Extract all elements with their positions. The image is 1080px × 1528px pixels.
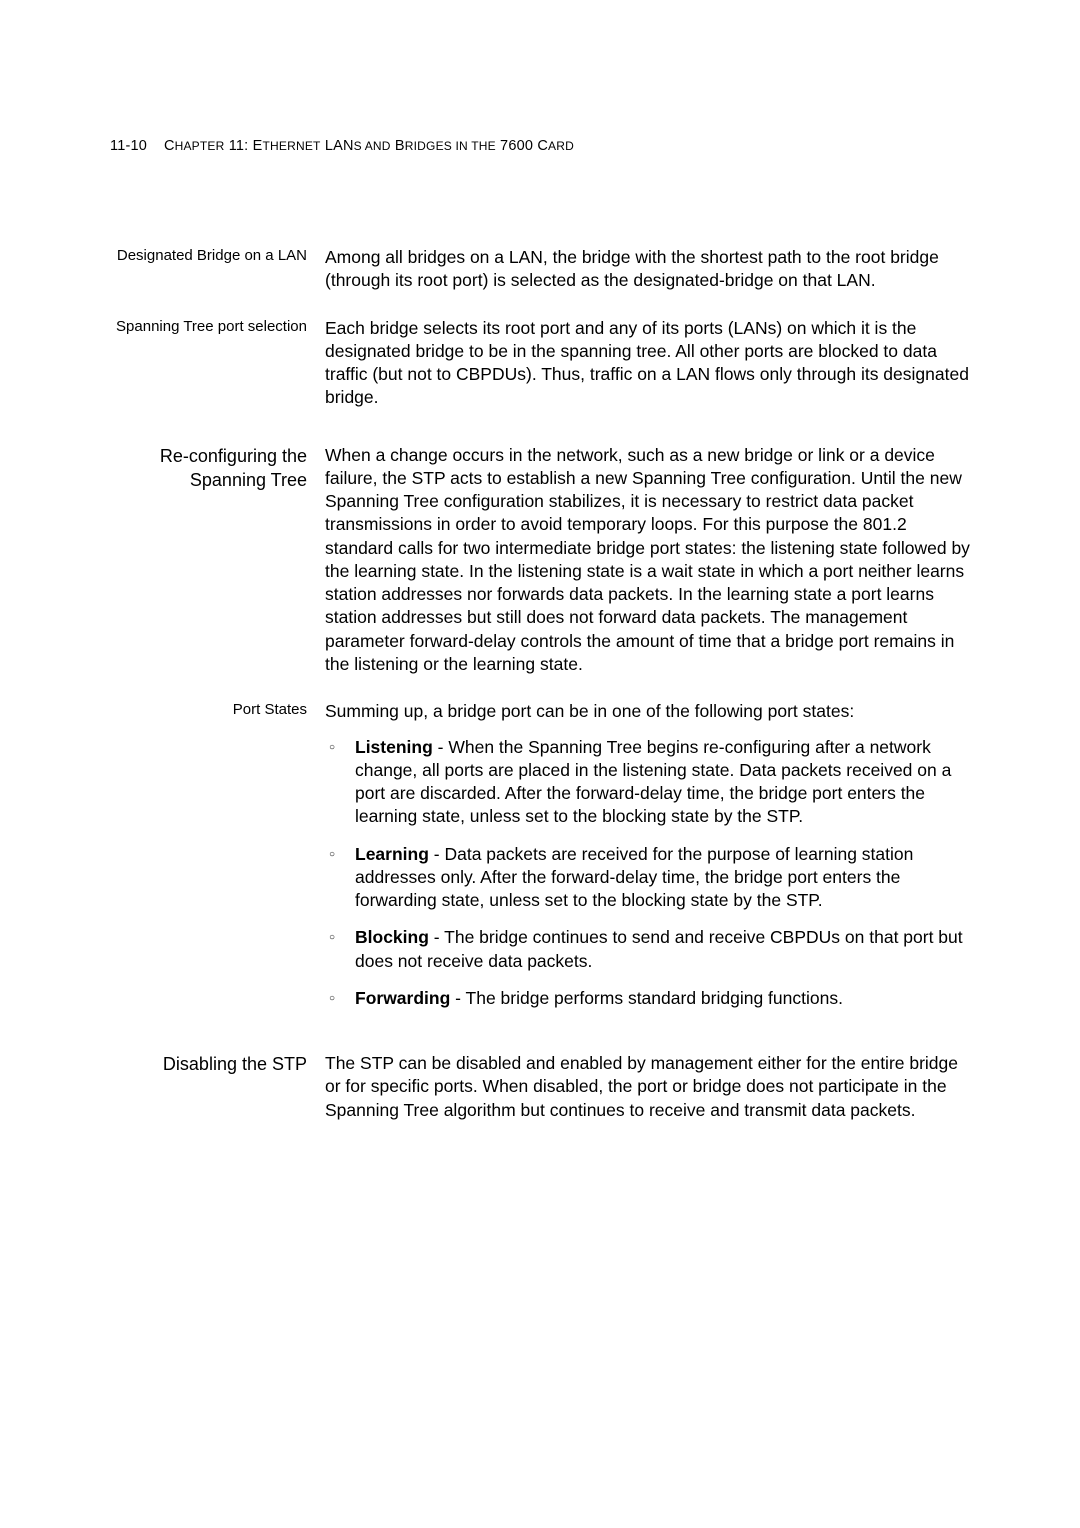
rh-t3: S AND	[354, 139, 391, 153]
sidehead-port-states: Port States	[110, 700, 325, 720]
port-states-list: Listening - When the Spanning Tree begin…	[325, 736, 970, 1011]
body-disabling-stp: The STP can be disabled and enabled by m…	[325, 1052, 970, 1122]
para: Among all bridges on a LAN, the bridge w…	[325, 246, 970, 293]
list-item: Blocking - The bridge continues to send …	[325, 926, 970, 973]
term-learning: Learning	[355, 844, 429, 864]
term-learning-text: - Data packets are received for the purp…	[355, 844, 913, 911]
term-listening-text: - When the Spanning Tree begins re-confi…	[355, 737, 951, 827]
rh-num: 11:	[229, 138, 249, 154]
running-head-chapter: CHAPTER 11:	[164, 138, 253, 154]
section-reconfiguring: Re-configuring the Spanning Tree When a …	[110, 444, 970, 677]
para: The STP can be disabled and enabled by m…	[325, 1052, 970, 1122]
para: Each bridge selects its root port and an…	[325, 317, 970, 410]
para: Summing up, a bridge port can be in one …	[325, 700, 970, 723]
rh-t1: THERNET	[263, 139, 321, 153]
body-designated-bridge: Among all bridges on a LAN, the bridge w…	[325, 246, 970, 293]
running-head: 11-10 CHAPTER 11: ETHERNET LANS AND BRID…	[110, 138, 970, 154]
section-port-states-intro: Port States Summing up, a bridge port ca…	[110, 700, 970, 723]
body-reconfiguring: When a change occurs in the network, suc…	[325, 444, 970, 677]
rh-t2: LAN	[321, 138, 354, 154]
rh-t7: ARD	[548, 139, 574, 153]
term-blocking-text: - The bridge continues to send and recei…	[355, 927, 963, 970]
list-item: Listening - When the Spanning Tree begin…	[325, 736, 970, 829]
sidehead-spanning-port-selection: Spanning Tree port selection	[110, 317, 325, 337]
page-number: 11-10	[110, 138, 147, 154]
term-forwarding-text: - The bridge performs standard bridging …	[450, 988, 843, 1008]
running-head-title: ETHERNET LANS AND BRIDGES IN THE 7600 CA…	[253, 138, 574, 154]
body-port-states-intro: Summing up, a bridge port can be in one …	[325, 700, 970, 723]
section-disabling-stp: Disabling the STP The STP can be disable…	[110, 1052, 970, 1122]
sidehead-reconfiguring: Re-configuring the Spanning Tree	[110, 444, 325, 493]
rh-t5: RIDGES IN THE	[405, 139, 496, 153]
section-spanning-port-selection: Spanning Tree port selection Each bridge…	[110, 317, 970, 410]
page: 11-10 CHAPTER 11: ETHERNET LANS AND BRID…	[0, 0, 1080, 1528]
para: When a change occurs in the network, suc…	[325, 444, 970, 677]
term-blocking: Blocking	[355, 927, 429, 947]
rh-t0: E	[253, 138, 263, 154]
sidehead-designated-bridge: Designated Bridge on a LAN	[110, 246, 325, 266]
section-designated-bridge: Designated Bridge on a LAN Among all bri…	[110, 246, 970, 293]
rh-c: C	[164, 138, 175, 154]
rh-rest: HAPTER	[175, 139, 225, 153]
list-item: Learning - Data packets are received for…	[325, 843, 970, 913]
rh-t6: 7600 C	[496, 138, 548, 154]
term-listening: Listening	[355, 737, 433, 757]
sidehead-disabling-stp: Disabling the STP	[110, 1052, 325, 1076]
body-spanning-port-selection: Each bridge selects its root port and an…	[325, 317, 970, 410]
term-forwarding: Forwarding	[355, 988, 450, 1008]
rh-t4: B	[391, 138, 405, 154]
section-port-states-list: Listening - When the Spanning Tree begin…	[110, 736, 970, 1025]
body-port-states-list: Listening - When the Spanning Tree begin…	[325, 736, 970, 1025]
list-item: Forwarding - The bridge performs standar…	[325, 987, 970, 1010]
